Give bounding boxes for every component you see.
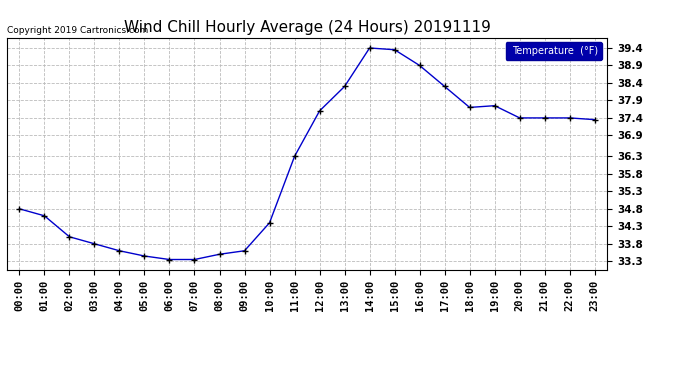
Title: Wind Chill Hourly Average (24 Hours) 20191119: Wind Chill Hourly Average (24 Hours) 201… (124, 20, 491, 35)
Text: Copyright 2019 Cartronics.com: Copyright 2019 Cartronics.com (7, 26, 148, 35)
Legend: Temperature  (°F): Temperature (°F) (506, 42, 602, 60)
